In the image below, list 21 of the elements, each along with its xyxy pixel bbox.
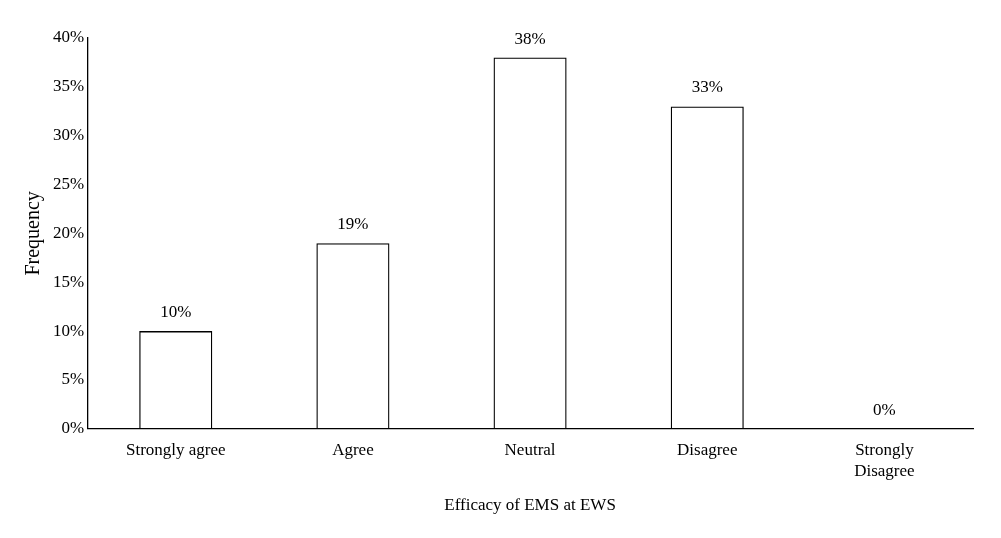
x-tick-label: Agree	[332, 440, 374, 460]
x-axis-title: Efficacy of EMS at EWS	[444, 495, 616, 515]
y-tick-label: 35%	[52, 76, 85, 96]
y-tick-label: 30%	[52, 125, 85, 145]
x-tick-label: Disagree	[677, 440, 738, 460]
data-label: 38%	[514, 28, 546, 48]
y-tick-label: 40%	[52, 27, 85, 47]
y-tick-label: 15%	[52, 271, 85, 291]
y-tick-label: 20%	[52, 222, 85, 242]
y-tick-label: 5%	[61, 369, 85, 389]
data-label: 10%	[160, 302, 192, 322]
y-tick-label: 25%	[52, 174, 85, 194]
x-tick-label: Strongly agree	[125, 440, 226, 460]
data-label: 19%	[337, 214, 369, 234]
y-tick-label: 10%	[52, 320, 85, 340]
y-tick-label: 0%	[61, 418, 85, 438]
data-label: 0%	[873, 399, 896, 419]
x-tick-label: Neutral	[504, 440, 556, 460]
x-tick-label: Strongly Disagree	[854, 440, 915, 480]
data-label: 33%	[691, 77, 723, 97]
y-axis-title: Frequency	[21, 191, 45, 276]
